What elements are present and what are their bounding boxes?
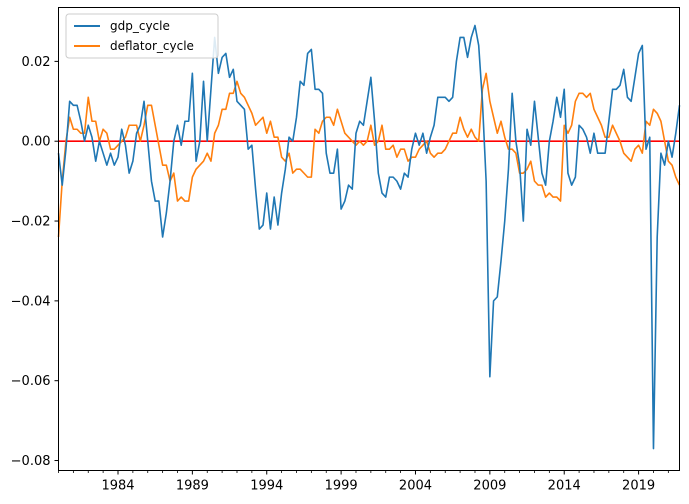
y-tick-label: −0.06 [11, 374, 51, 389]
x-tick-label: 2004 [399, 479, 432, 494]
x-axis: 1984 1989 1994 1999 2004 2009 2014 2019 [58, 470, 669, 494]
y-tick-label: 0.02 [22, 55, 51, 70]
y-tick-label: −0.08 [11, 454, 51, 469]
y-tick-label: −0.02 [11, 215, 51, 230]
y-tick-label: −0.04 [11, 294, 51, 309]
x-tick-label: 1984 [101, 479, 134, 494]
y-tick-label: 0.00 [22, 135, 51, 150]
series-layer [57, 24, 681, 450]
x-tick-label: 1999 [325, 479, 358, 494]
plot-frame [58, 7, 680, 471]
y-axis: 0.02 0.00 −0.02 −0.04 −0.06 −0.08 [11, 55, 59, 469]
x-tick-label: 2009 [473, 479, 506, 494]
x-tick-label: 1994 [250, 479, 283, 494]
x-tick-label: 1989 [176, 479, 209, 494]
x-tick-label: 2014 [548, 479, 581, 494]
legend-label-deflator-cycle: deflator_cycle [110, 39, 194, 53]
series-line-deflator-cycle [57, 72, 681, 238]
x-tick-label: 2019 [622, 479, 655, 494]
legend-label-gdp-cycle: gdp_cycle [110, 19, 170, 33]
legend-box [65, 13, 219, 59]
legend: gdp_cycle deflator_cycle [65, 13, 219, 59]
series-line-gdp-cycle [57, 24, 681, 450]
